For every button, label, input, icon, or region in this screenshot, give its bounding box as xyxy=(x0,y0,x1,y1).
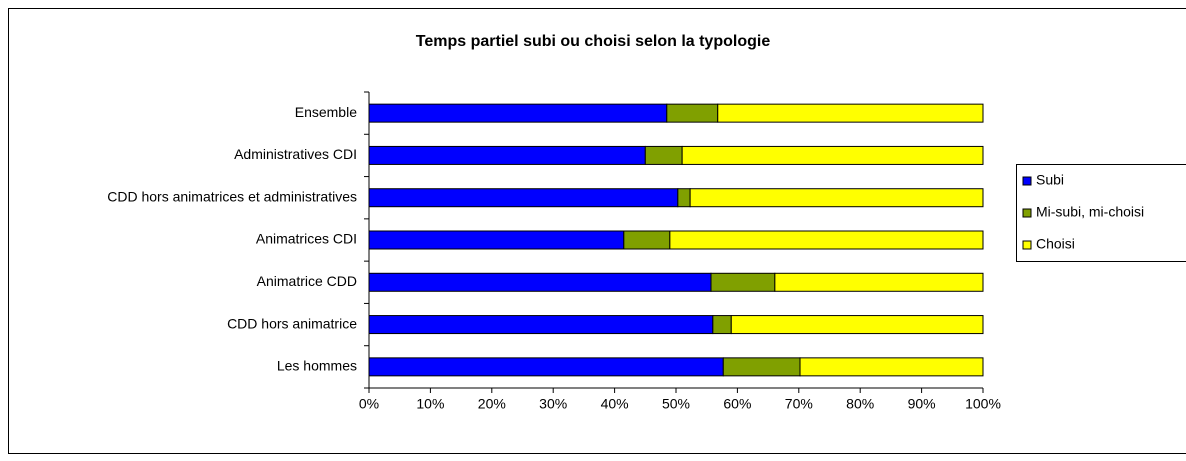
bar-segment xyxy=(713,316,731,334)
x-tick-label: 20% xyxy=(478,396,506,412)
legend-label: Choisi xyxy=(1036,236,1075,252)
bar-segment xyxy=(369,316,713,334)
y-tick-label: CDD hors animatrices et administratives xyxy=(107,188,357,204)
bar-segment xyxy=(369,273,711,291)
bar-segment xyxy=(690,189,983,207)
legend-label: Mi-subi, mi-choisi xyxy=(1036,204,1144,220)
bar-segment xyxy=(678,189,690,207)
bar-segment xyxy=(369,146,645,164)
bar-segment xyxy=(645,146,682,164)
bar-segment xyxy=(800,358,983,376)
x-tick-label: 40% xyxy=(601,396,629,412)
legend-swatch xyxy=(1023,241,1031,249)
y-tick-label: Animatrices CDI xyxy=(256,231,357,247)
x-tick-label: 0% xyxy=(359,396,379,412)
y-tick-label: CDD hors animatrice xyxy=(227,315,357,331)
y-tick-label: Animatrice CDD xyxy=(257,273,357,289)
bar-segment xyxy=(369,358,723,376)
x-tick-label: 30% xyxy=(539,396,567,412)
x-tick-label: 70% xyxy=(785,396,813,412)
bar-segment xyxy=(711,273,775,291)
x-tick-label: 90% xyxy=(908,396,936,412)
bar-segment xyxy=(718,104,983,122)
y-tick-label: Les hommes xyxy=(277,358,357,374)
bar-segment xyxy=(667,104,718,122)
chart-title: Temps partiel subi ou choisi selon la ty… xyxy=(416,33,771,50)
x-tick-label: 60% xyxy=(723,396,751,412)
y-tick-label: Administratives CDI xyxy=(234,146,357,162)
bar-segment xyxy=(670,231,983,249)
bar-segment xyxy=(723,358,800,376)
x-tick-label: 80% xyxy=(846,396,874,412)
legend-swatch xyxy=(1023,177,1031,185)
legend-swatch xyxy=(1023,209,1031,217)
bar-segment xyxy=(624,231,670,249)
bar-segment xyxy=(369,231,624,249)
bar-segment xyxy=(369,189,678,207)
bar-segment xyxy=(682,146,983,164)
legend-label: Subi xyxy=(1036,172,1064,188)
y-tick-label: Ensemble xyxy=(295,104,357,120)
x-tick-label: 100% xyxy=(965,396,1001,412)
x-tick-label: 50% xyxy=(662,396,690,412)
x-tick-label: 10% xyxy=(416,396,444,412)
bar-segment xyxy=(369,104,667,122)
bar-segment xyxy=(731,316,983,334)
bar-segment xyxy=(775,273,983,291)
